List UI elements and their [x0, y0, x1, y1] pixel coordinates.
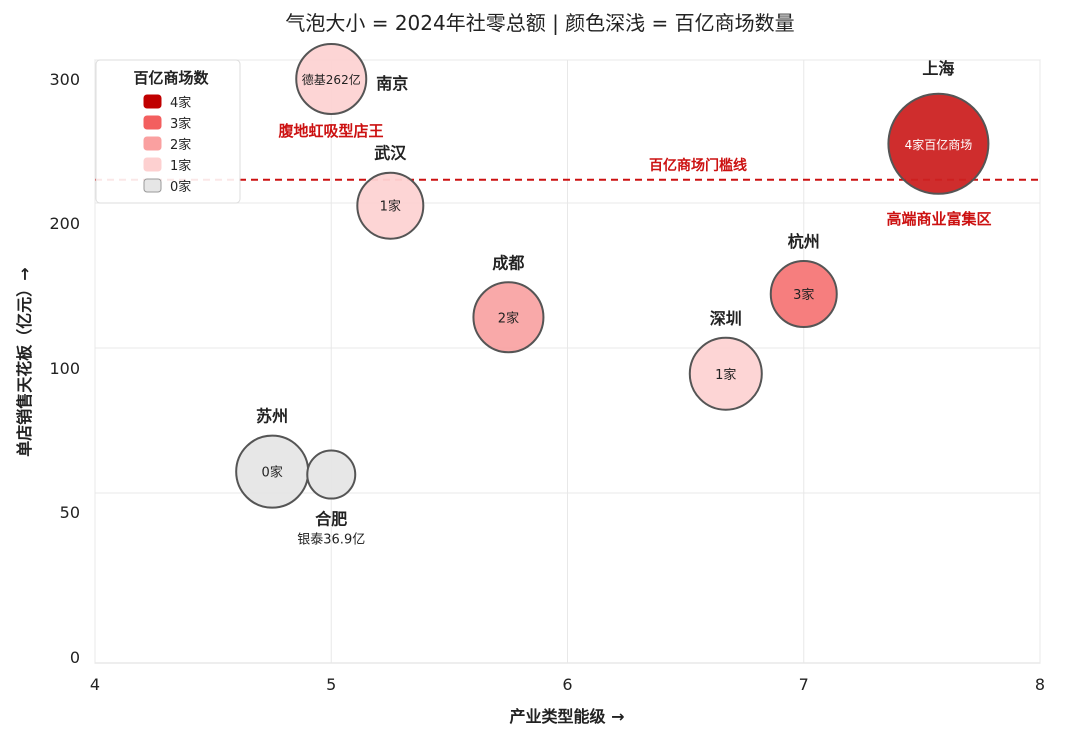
y-tick-label: 300 [49, 70, 80, 89]
legend-swatch [143, 115, 162, 130]
bubble-inner-label: 2家 [498, 310, 519, 326]
threshold-label: 百亿商场门槛线 [649, 157, 747, 174]
annotation-shanghai: 高端商业富集区 [886, 210, 991, 228]
legend-swatch [143, 136, 162, 151]
legend-swatch [143, 178, 162, 193]
city-label: 深圳 [710, 309, 742, 328]
city-label: 上海 [922, 59, 954, 78]
x-tick-label: 7 [799, 675, 809, 694]
bubble-inner-label: 0家 [262, 465, 283, 481]
legend-item-label: 0家 [170, 179, 191, 195]
bubble-武汉 [356, 171, 425, 240]
legend-item-label: 4家 [170, 95, 191, 111]
bubble-inner-label: 4家百亿商场 [905, 137, 973, 152]
bubble-inner-label: 1家 [715, 367, 736, 383]
y-tick-label: 50 [60, 503, 80, 522]
legend-title: 百亿商场数 [133, 69, 209, 87]
legend: 百亿商场数 4家 3家 2家 1家 0家 [95, 59, 241, 204]
x-tick-label: 5 [326, 675, 336, 694]
x-tick-label: 4 [90, 675, 100, 694]
y-tick-label: 200 [49, 214, 80, 233]
axis-ticks: 4 5 6 7 8 0 50 100 200 300 [49, 70, 1045, 694]
bubble-inner-label: 德基262亿 [302, 72, 361, 87]
bubble-inner-label: 3家 [793, 287, 814, 303]
x-tick-label: 6 [562, 675, 572, 694]
bubble-上海 [887, 92, 990, 195]
grid-lines [94, 59, 1041, 663]
legend-swatch [143, 157, 162, 172]
city-label: 南京 [376, 74, 408, 93]
legend-box [95, 59, 241, 204]
y-axis-label: 单店销售天花板（亿元）→ [15, 267, 34, 456]
city-label: 武汉 [374, 144, 407, 163]
city-label: 合肥 [315, 510, 347, 529]
chart-title: 气泡大小 = 2024年社零总额 | 颜色深浅 = 百亿商场数量 [285, 11, 794, 35]
legend-item-label: 2家 [170, 137, 191, 153]
city-label: 杭州 [788, 232, 820, 251]
bubble-成都 [472, 281, 545, 354]
legend-item-label: 1家 [170, 158, 191, 174]
x-axis-label: 产业类型能级 → [510, 707, 625, 726]
legend-items: 4家 3家 2家 1家 0家 [143, 94, 191, 195]
legend-item-label: 3家 [170, 116, 191, 132]
legend-swatch [143, 94, 162, 109]
y-tick-label: 0 [70, 648, 80, 667]
x-tick-label: 8 [1035, 675, 1045, 694]
annotation-nanjing: 腹地虹吸型店王 [278, 122, 383, 140]
threshold-line-group: 百亿商场门槛线 [95, 157, 1040, 181]
bubble-inner-label: 1家 [380, 199, 401, 215]
city-label: 苏州 [256, 407, 288, 426]
bubble-深圳 [688, 336, 763, 411]
city-sub-label: 银泰36.9亿 [297, 533, 365, 548]
bubble-杭州 [769, 260, 838, 329]
y-tick-label: 100 [49, 359, 80, 378]
city-label: 成都 [492, 253, 524, 272]
bubble-南京 [295, 43, 368, 115]
bubble-合肥 [306, 449, 357, 500]
